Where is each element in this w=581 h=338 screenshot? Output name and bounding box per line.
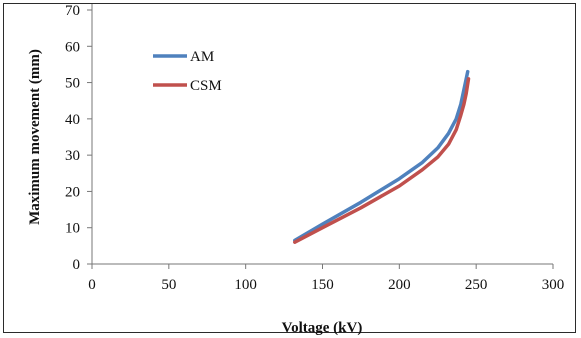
axes xyxy=(87,4,554,269)
series-line-am xyxy=(293,69,470,243)
x-axis-label: Voltage (kV) xyxy=(282,320,363,336)
legend: AM CSM xyxy=(153,49,222,94)
y-tick-label: 20 xyxy=(65,184,80,200)
x-tick-label: 250 xyxy=(465,277,488,293)
x-tick-label: 0 xyxy=(88,277,96,293)
y-tick-label: 10 xyxy=(65,221,80,237)
x-tick-label: 150 xyxy=(311,277,334,293)
series-layer xyxy=(293,69,471,244)
tick-labels: 0 10 20 30 40 50 60 70 0 50 100 150 200 250 300 xyxy=(65,3,564,293)
chart-frame xyxy=(3,3,576,333)
y-axis-label: Maximum movement (mm) xyxy=(27,49,43,225)
y-tick-label: 60 xyxy=(65,39,80,55)
x-tick-label: 200 xyxy=(388,277,411,293)
legend-label-csm: CSM xyxy=(190,78,222,94)
y-tick-label: 0 xyxy=(73,257,81,273)
y-tick-label: 40 xyxy=(65,112,80,128)
y-tick-label: 70 xyxy=(65,3,80,19)
x-tick-label: 100 xyxy=(234,277,257,293)
legend-label-am: AM xyxy=(190,49,214,65)
x-tick-label: 300 xyxy=(542,277,565,293)
series-line-csm xyxy=(293,77,471,244)
y-tick-label: 50 xyxy=(65,76,80,92)
x-tick-label: 50 xyxy=(161,277,176,293)
y-tick-label: 30 xyxy=(65,148,80,164)
